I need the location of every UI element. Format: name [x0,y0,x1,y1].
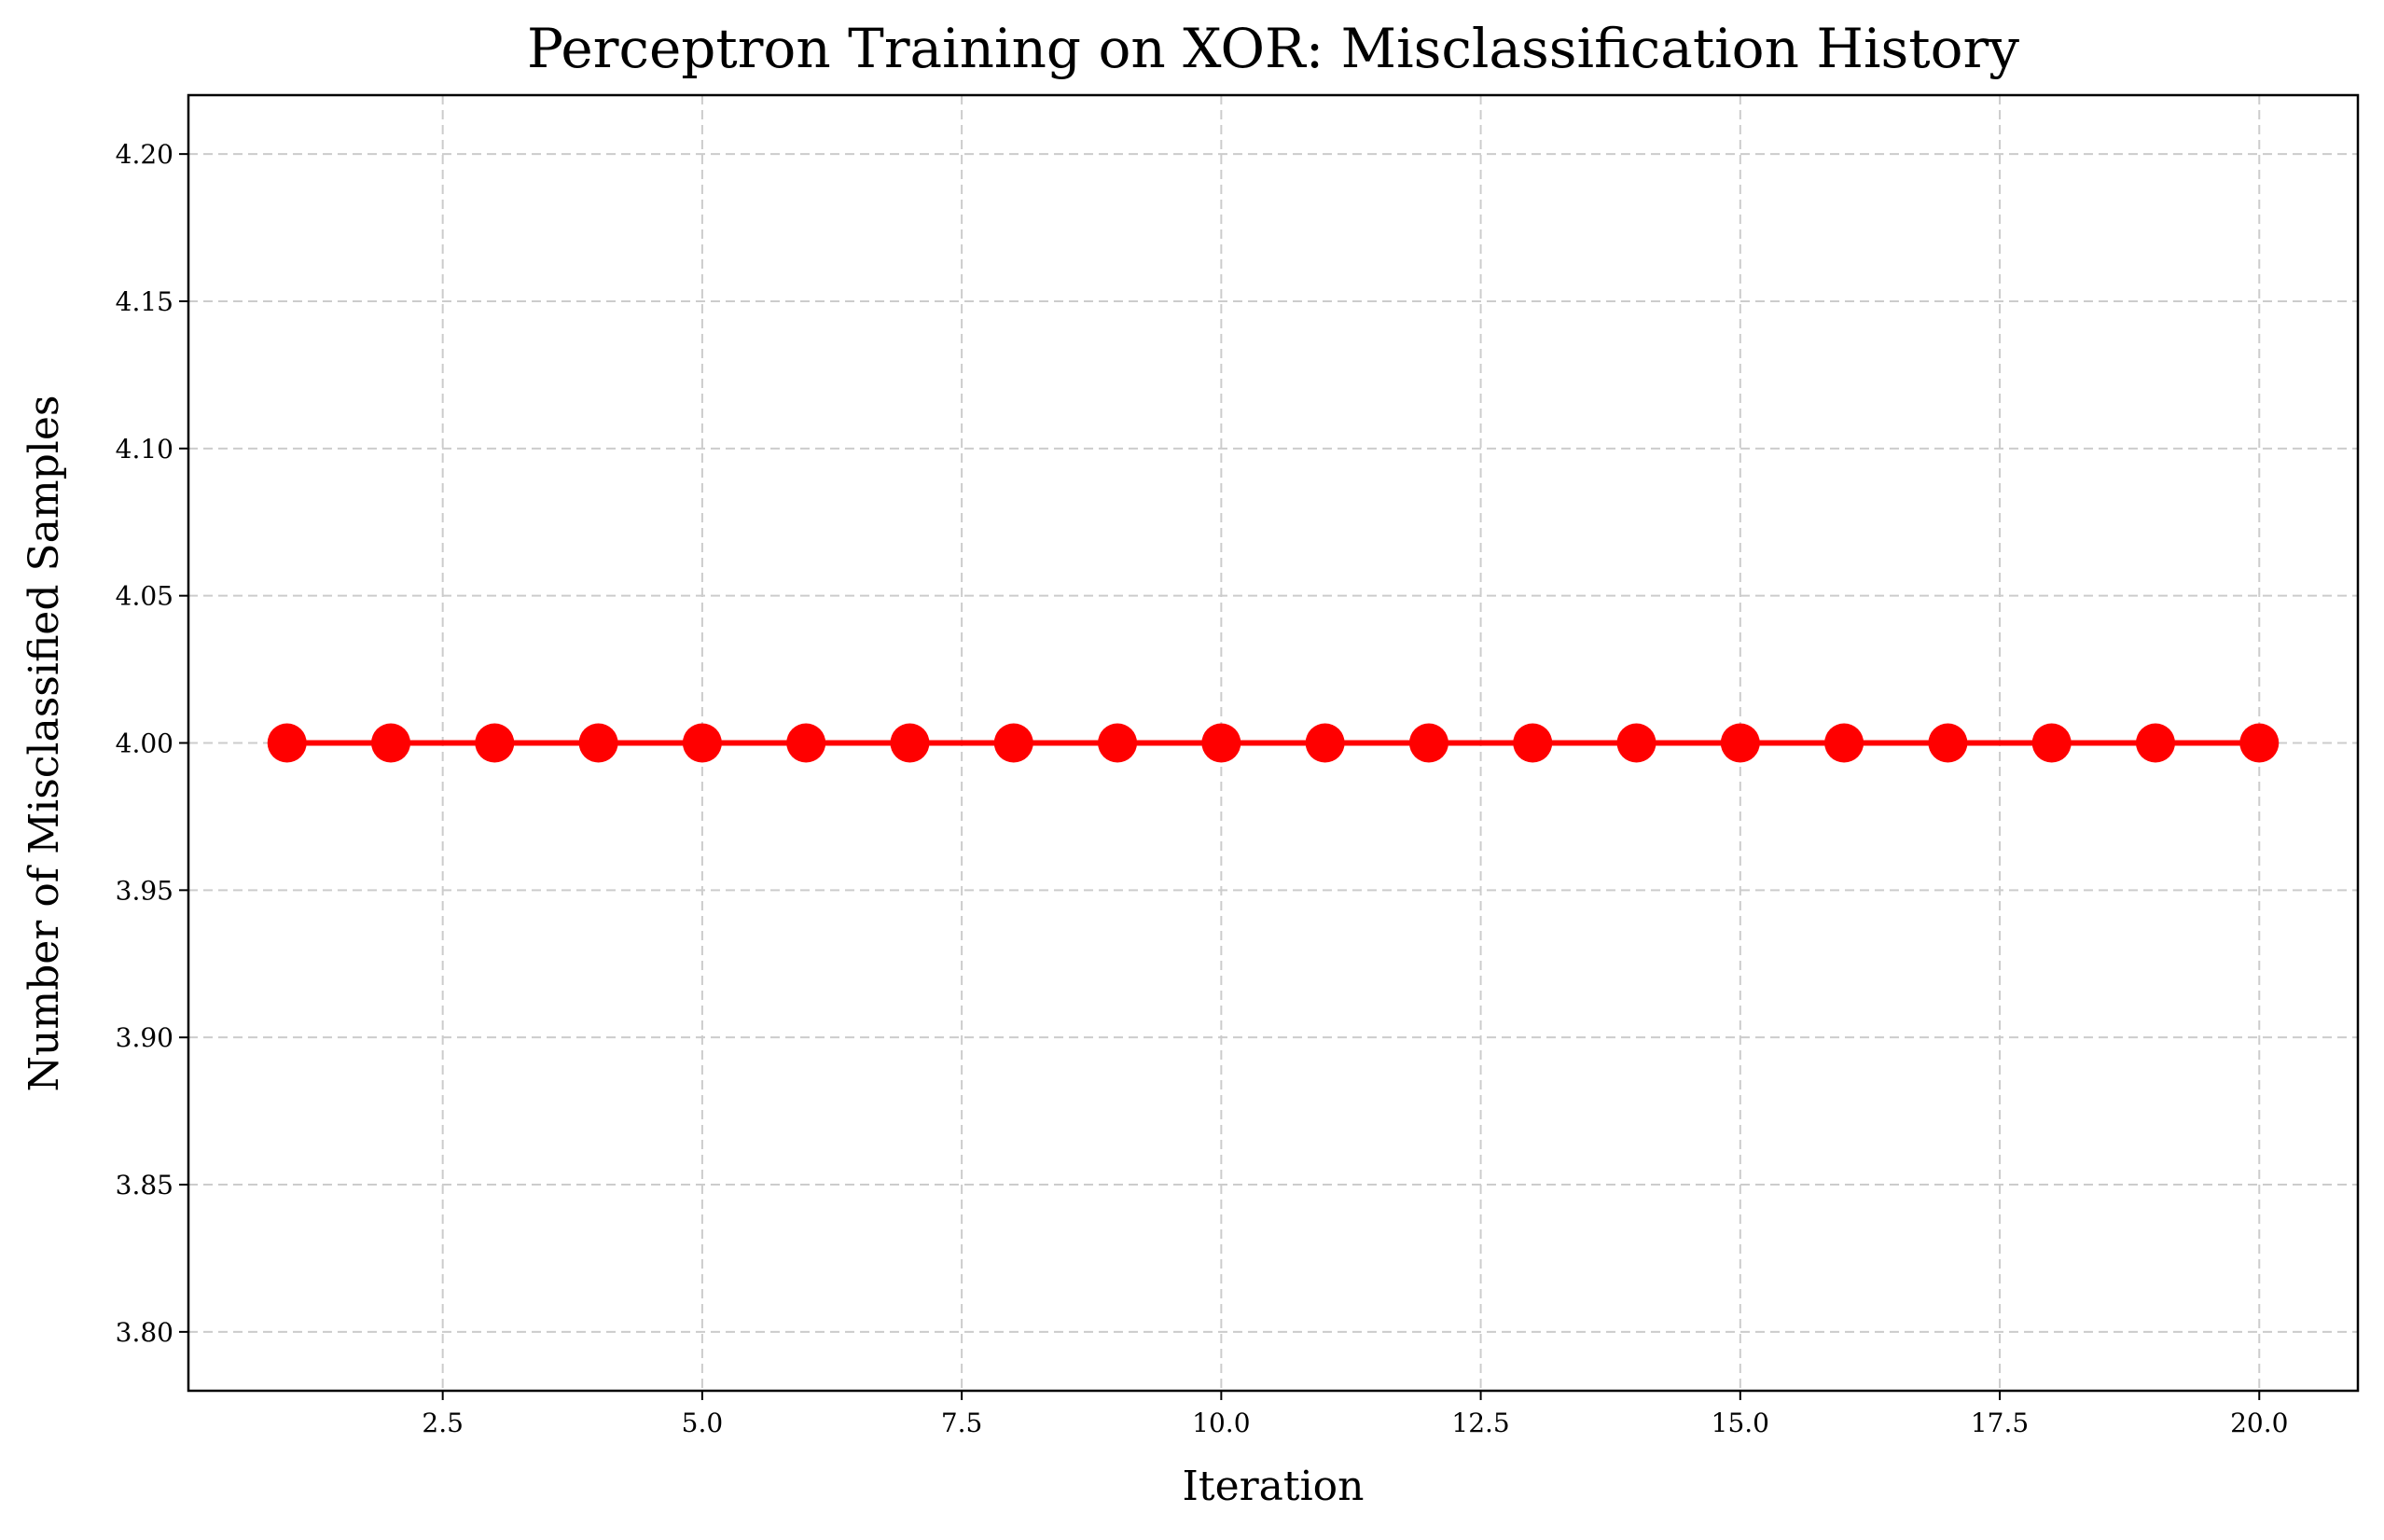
x-tick-label: 10.0 [1192,1408,1250,1438]
data-point [1824,723,1864,763]
data-point [371,723,411,763]
data-point [578,723,618,763]
y-tick-label: 4.15 [116,286,173,317]
x-tick-label: 5.0 [682,1408,724,1438]
x-tick-label: 7.5 [941,1408,983,1438]
data-point [2031,723,2072,763]
y-tick-label: 3.90 [116,1022,173,1053]
data-point [786,723,826,763]
data-point [1616,723,1656,763]
y-tick-label: 4.05 [116,581,173,612]
data-point [1408,723,1448,763]
data-point [475,723,515,763]
data-point [890,723,930,763]
x-tick-label: 12.5 [1451,1408,1509,1438]
y-axis-label: Number of Misclassified Samples [21,395,68,1092]
data-point [2135,723,2175,763]
data-point [1305,723,1345,763]
y-tick-label: 3.95 [116,875,173,906]
x-axis-label: Iteration [1183,1463,1365,1510]
x-tick-label: 20.0 [2230,1408,2288,1438]
tick-layer: 2.5 5.0 7.5 10.0 12.5 15.0 17.5 20.0 3.80 3.85 3.9… [116,139,2289,1438]
data-point [682,723,722,763]
data-point [993,723,1033,763]
data-point [2239,723,2280,763]
x-tick-label: 15.0 [1712,1408,1769,1438]
data-point [1720,723,1760,763]
x-tick-label: 2.5 [422,1408,464,1438]
data-point [1201,723,1241,763]
chart-title: Perceptron Training on XOR: Misclassific… [527,17,2019,80]
data-point [1098,723,1138,763]
data-point [1513,723,1553,763]
data-point [267,723,307,763]
y-tick-label: 3.85 [116,1170,173,1200]
y-tick-label: 4.10 [116,434,173,465]
series-layer [267,723,2280,763]
data-point [1928,723,1968,763]
x-tick-label: 17.5 [1971,1408,2029,1438]
y-tick-label: 3.80 [116,1317,173,1348]
y-tick-label: 4.00 [116,728,173,759]
y-tick-label: 4.20 [116,139,173,170]
